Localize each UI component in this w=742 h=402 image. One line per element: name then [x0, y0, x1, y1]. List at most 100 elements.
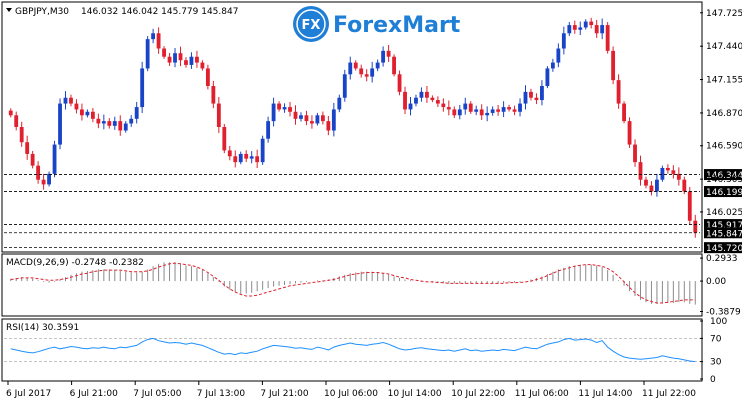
candle-body: [463, 103, 468, 110]
candle-body: [184, 60, 188, 65]
price-level-label: 146.344: [706, 171, 742, 181]
x-tick-label: 11 Jul 14:00: [578, 389, 632, 399]
candle-body: [205, 68, 210, 86]
candle-body: [266, 121, 271, 139]
candle-body: [222, 127, 227, 151]
candle-body: [134, 107, 139, 119]
candle-body: [41, 179, 46, 185]
candle-body: [452, 109, 457, 116]
y-tick-label: 146.870: [706, 109, 742, 119]
candle-body: [189, 56, 194, 65]
candle-body: [370, 68, 375, 77]
candle-body: [671, 170, 676, 174]
candle-body: [69, 97, 73, 104]
candle-body: [249, 156, 254, 159]
candle-body: [583, 21, 588, 28]
x-tick-label: 11 Jul 06:00: [515, 389, 569, 399]
candle-body: [282, 107, 287, 110]
candle-body: [299, 115, 303, 119]
candle-body: [414, 97, 418, 104]
candle-body: [304, 115, 309, 122]
candle-body: [644, 179, 648, 186]
candle-body: [392, 56, 396, 75]
candle-body: [85, 111, 90, 116]
candle-body: [52, 144, 57, 174]
price-level-label: 145.917: [706, 221, 742, 231]
candle-body: [145, 39, 150, 69]
candle-body: [567, 25, 572, 34]
candle-body: [211, 86, 216, 104]
x-tick-label: 7 Jul 13:00: [197, 389, 246, 399]
candle-body: [58, 103, 62, 145]
candle-body: [107, 121, 112, 126]
candle-body: [589, 21, 594, 26]
candle-body: [622, 103, 626, 122]
price-panel-frame: [1, 1, 703, 253]
candle-body: [507, 107, 511, 110]
candle-body: [63, 97, 68, 104]
macd-signal-line: [10, 262, 696, 304]
candle-body: [288, 107, 292, 112]
candle-body: [512, 109, 517, 112]
price-level-tag: [704, 242, 742, 254]
candle-body: [353, 62, 358, 69]
candle-body: [101, 121, 106, 124]
macd-tick-label: 0.00: [706, 277, 726, 287]
candle-body: [326, 121, 331, 131]
candle-body: [425, 91, 429, 98]
candle-body: [496, 109, 501, 112]
price-level-tag: [704, 169, 742, 181]
candle-body: [112, 121, 117, 126]
candle-body: [594, 25, 599, 34]
candle-body: [457, 109, 462, 116]
candle-body: [627, 121, 632, 145]
candle-body: [381, 50, 386, 63]
y-tick-label: 147.155: [706, 76, 742, 86]
candle-body: [342, 74, 347, 98]
candle-body: [118, 121, 123, 131]
candle-body: [293, 111, 298, 119]
candle-body: [375, 62, 380, 69]
candle-body: [74, 103, 79, 110]
candle-body: [8, 110, 13, 116]
candle-body: [655, 179, 659, 192]
candle-body: [540, 86, 544, 101]
x-tick-label: 6 Jul 21:00: [70, 389, 119, 399]
candle-body: [96, 118, 101, 124]
y-tick-label: 146.025: [706, 208, 742, 218]
dropdown-triangle-icon[interactable]: [6, 8, 12, 12]
candle-body: [173, 53, 177, 63]
candle-body: [419, 91, 424, 98]
candle-body: [403, 91, 407, 110]
candle-body: [310, 121, 314, 124]
x-tick-label: 10 Jul 14:00: [388, 389, 442, 399]
candle-body: [534, 97, 539, 101]
price-level-tag: [704, 186, 742, 198]
candle-body: [687, 191, 692, 221]
candle-body: [682, 179, 687, 192]
candle-body: [523, 91, 528, 104]
candle-body: [550, 62, 555, 69]
candle-body: [578, 27, 583, 30]
x-tick-label: 7 Jul 05:00: [133, 389, 182, 399]
candle-body: [331, 109, 336, 131]
candle-body: [315, 115, 320, 124]
macd-panel-frame: [1, 253, 703, 317]
candle-body: [320, 115, 325, 122]
candle-body: [140, 68, 145, 108]
rsi-label: RSI(14) 30.3591: [6, 323, 79, 333]
candle-body: [474, 109, 479, 112]
candle-body: [364, 74, 369, 77]
candle-body: [518, 103, 522, 112]
logo-text: ForexMart: [333, 13, 461, 38]
logo-ring-icon: [296, 9, 326, 39]
macd-tick-label: 0.2933: [706, 254, 738, 264]
candle-body: [545, 68, 550, 86]
candle-body: [572, 25, 577, 30]
price-level-label: 146.199: [706, 188, 742, 198]
candle-body: [430, 97, 435, 101]
y-tick-label: 147.725: [706, 9, 742, 19]
x-tick-label: 11 Jul 22:00: [642, 389, 696, 399]
candle-body: [479, 109, 484, 116]
